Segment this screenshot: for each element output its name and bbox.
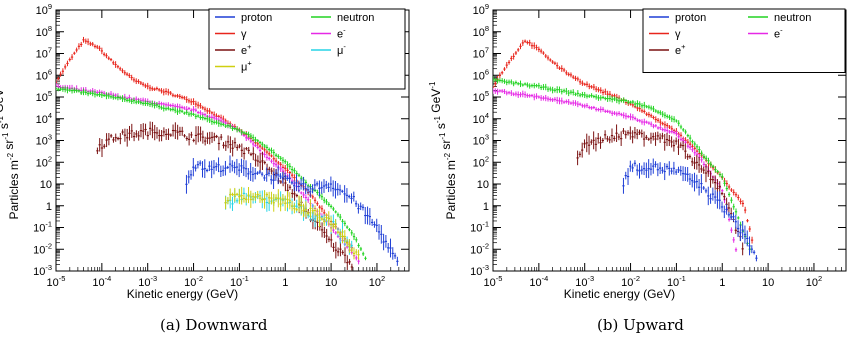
y-tick-label: 104 bbox=[473, 111, 489, 126]
series-neutron bbox=[493, 76, 751, 253]
x-tick-label: 10-5 bbox=[47, 274, 66, 289]
x-tick-label: 1 bbox=[282, 277, 288, 289]
legend-label-eminus: e- bbox=[774, 26, 783, 41]
x-tick-label: 10-2 bbox=[621, 274, 640, 289]
series-eplus bbox=[96, 121, 354, 271]
y-tick-label: 108 bbox=[36, 24, 52, 39]
y-tick-label: 109 bbox=[473, 2, 489, 17]
y-tick-label: 10-1 bbox=[33, 220, 52, 235]
x-tick-label: 10-4 bbox=[92, 274, 111, 289]
y-axis-title: Particles m-2 sr-1 s-1 GeV-1 bbox=[428, 81, 458, 219]
x-tick-label: 10-2 bbox=[184, 274, 203, 289]
x-tick-label: 102 bbox=[369, 274, 385, 289]
x-tick-label: 10-3 bbox=[138, 274, 157, 289]
legend-label-gamma: γ bbox=[675, 29, 681, 41]
caption-upward: (b) Upward bbox=[597, 316, 684, 334]
y-tick-label: 1 bbox=[483, 201, 489, 213]
series-layer bbox=[493, 39, 758, 262]
y-tick-label: 10 bbox=[477, 179, 489, 191]
y-tick-label: 1 bbox=[46, 201, 52, 213]
legend-label-neutron: neutron bbox=[774, 12, 811, 24]
y-tick-label: 10-1 bbox=[470, 220, 489, 235]
y-tick-label: 106 bbox=[36, 67, 52, 82]
series-proton bbox=[185, 155, 399, 266]
series-muplus bbox=[224, 186, 360, 260]
y-tick-label: 107 bbox=[36, 46, 52, 61]
legend-label-eminus: e- bbox=[337, 26, 346, 41]
x-tick-label: 10-3 bbox=[575, 274, 594, 289]
legend: proton neutron γ e-e+ μ-μ+ bbox=[208, 8, 406, 90]
legend-label-proton: proton bbox=[241, 12, 272, 24]
chart-panel-downward: 10-3 10-2 10-1 1 10 102 103 104 105 106 107 108 109 1… bbox=[0, 2, 410, 301]
y-tick-label: 10-3 bbox=[470, 263, 489, 278]
legend-box bbox=[208, 8, 406, 90]
y-tick-label: 10-2 bbox=[470, 241, 489, 256]
series-proton bbox=[622, 158, 758, 262]
x-tick-label: 10-4 bbox=[529, 274, 548, 289]
legend-box bbox=[642, 8, 846, 73]
series-layer bbox=[56, 36, 399, 271]
y-tick-label: 108 bbox=[473, 24, 489, 39]
x-tick-label: 102 bbox=[806, 274, 822, 289]
y-tick-label: 10-3 bbox=[33, 263, 52, 278]
y-axis-title: Particles m-2 sr-1 s-1 GeV-1 bbox=[0, 81, 21, 219]
series-gamma bbox=[493, 39, 754, 244]
x-axis-title: Kinetic energy (GeV) bbox=[564, 287, 675, 301]
x-tick-label: 10-1 bbox=[230, 274, 249, 289]
y-tick-label: 103 bbox=[473, 133, 489, 148]
y-tick-label: 105 bbox=[473, 89, 489, 104]
series-eminus bbox=[493, 87, 738, 252]
x-tick-label: 10 bbox=[762, 277, 774, 289]
y-tick-label: 10 bbox=[40, 179, 52, 191]
chart-panel-upward: 10-3 10-2 10-1 1 10 102 103 104 105 106 107 108 109 1… bbox=[428, 2, 847, 301]
legend-label-neutron: neutron bbox=[337, 12, 374, 24]
y-tick-label: 103 bbox=[36, 133, 52, 148]
x-axis-title: Kinetic energy (GeV) bbox=[127, 287, 238, 301]
y-tick-label: 105 bbox=[36, 89, 52, 104]
legend-label-eplus: e+ bbox=[675, 42, 686, 57]
x-tick-label: 1 bbox=[719, 277, 725, 289]
y-tick-label: 107 bbox=[473, 46, 489, 61]
y-tick-label: 102 bbox=[473, 154, 489, 169]
legend-label-muplus: μ+ bbox=[241, 59, 252, 74]
legend-label-eplus: e+ bbox=[241, 42, 252, 57]
y-tick-label: 109 bbox=[36, 2, 52, 17]
caption-downward: (a) Downward bbox=[160, 316, 268, 334]
x-tick-label: 10 bbox=[325, 277, 337, 289]
x-tick-label: 10-1 bbox=[667, 274, 686, 289]
x-tick-label: 10-5 bbox=[484, 274, 503, 289]
series-eplus bbox=[576, 124, 744, 256]
y-tick-label: 10-2 bbox=[33, 241, 52, 256]
y-tick-label: 106 bbox=[473, 67, 489, 82]
y-tick-label: 102 bbox=[36, 154, 52, 169]
legend: proton neutron γ e-e+ bbox=[642, 8, 846, 73]
legend-label-proton: proton bbox=[675, 12, 706, 24]
legend-label-muminus: μ- bbox=[337, 42, 346, 57]
y-tick-label: 104 bbox=[36, 111, 52, 126]
legend-label-gamma: γ bbox=[241, 29, 247, 41]
